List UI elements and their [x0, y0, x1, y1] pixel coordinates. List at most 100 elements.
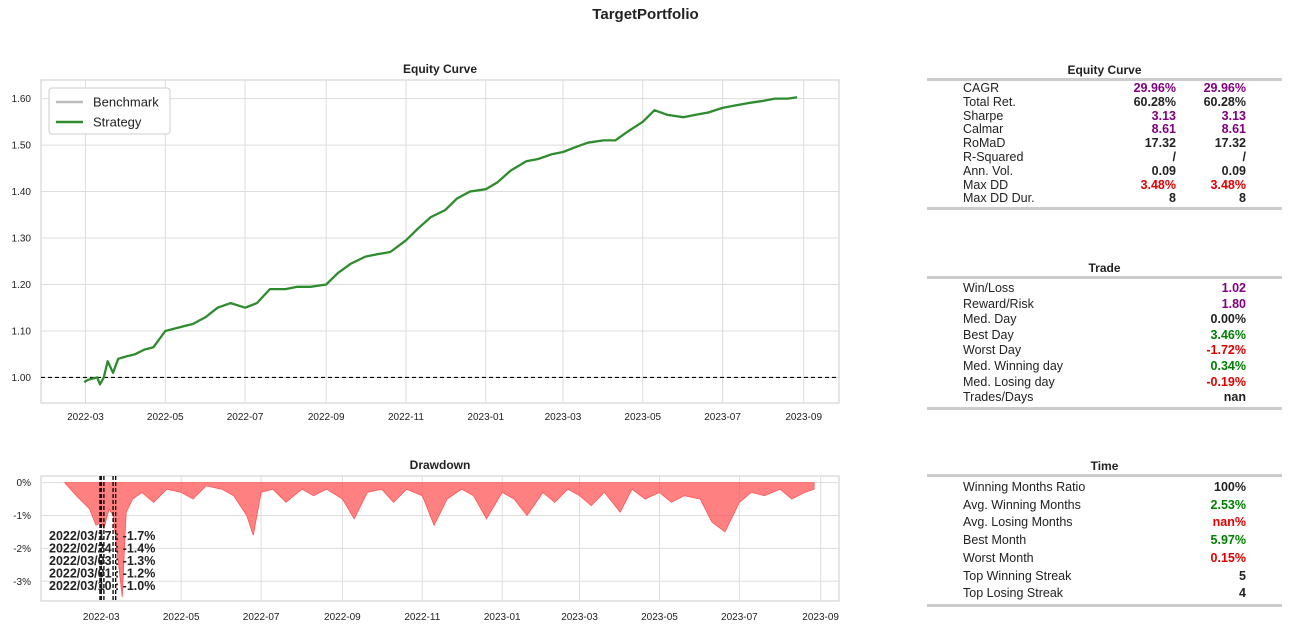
stat-value: 5	[1239, 568, 1246, 583]
time-stats-bottom-rule	[927, 603, 1282, 607]
equity-y-tick-label: 1.60	[12, 94, 32, 105]
drawdown-x-tick-label: 2023-01	[484, 612, 521, 623]
drawdown-annotation: 2022/03/01 : -1.2%	[49, 567, 155, 581]
drawdown-x-tick-label: 2022-11	[404, 612, 440, 623]
equity-y-tick-label: 1.10	[12, 326, 32, 337]
equity-y-tick-label: 1.00	[12, 373, 32, 384]
stat-label: Ann. Vol.	[963, 163, 1014, 178]
trade-stat-row: Win/Loss 1.02	[963, 281, 1246, 297]
stat-value-primary: 8.61	[1151, 122, 1176, 137]
drawdown-x-tick-label: 2022-03	[83, 612, 120, 623]
stat-label: Sharpe	[963, 108, 1004, 123]
stat-value: 5.97%	[1210, 533, 1246, 548]
stat-value: 100%	[1214, 480, 1246, 494]
equity-x-tick-label: 2022-05	[147, 412, 184, 423]
time-stat-row: Worst Month 0.15%	[963, 550, 1246, 568]
time-stats-top-rule	[927, 474, 1282, 477]
stat-label: Med. Losing day	[963, 374, 1055, 389]
equity-stat-row: CAGR 29.96% 29.96%	[963, 81, 1246, 96]
equity-x-tick-label: 2023-09	[785, 412, 822, 423]
time-stat-row: Best Month 5.97%	[963, 532, 1246, 550]
drawdown-chart-title: Drawdown	[409, 458, 471, 472]
equity-stat-row: Ann. Vol. 0.09 0.09	[963, 163, 1246, 179]
equity-stats-panel: Equity Curve CAGR 29.96% 29.96% Total Ret. 6…	[927, 62, 1282, 211]
stat-value-secondary: 60.28%	[1203, 94, 1246, 109]
equity-chart-title: Equity Curve	[402, 62, 477, 76]
equity-x-tick-label: 2023-05	[624, 412, 661, 423]
stat-value-secondary: 8	[1239, 191, 1246, 206]
equity-stats-title: Equity Curve	[1067, 63, 1142, 77]
equity-stat-row: RoMaD 17.32 17.32	[963, 136, 1246, 151]
stat-label: Worst Day	[963, 343, 1022, 358]
drawdown-y-tick-label: -3%	[13, 577, 31, 588]
stat-label: Win/Loss	[963, 281, 1015, 295]
stat-label: CAGR	[963, 81, 1000, 95]
stat-label: Total Ret.	[963, 94, 1016, 109]
stat-value: 1.02	[1221, 281, 1246, 295]
figure-title: TargetPortfolio	[592, 6, 699, 23]
equity-x-tick-label: 2022-11	[388, 412, 424, 423]
equity-x-tick-label: 2023-07	[704, 412, 741, 423]
stat-value: -0.19%	[1206, 374, 1246, 389]
stat-label: Max DD	[963, 177, 1009, 192]
drawdown-annotation: 2022/02/24 : -1.4%	[49, 542, 155, 556]
drawdown-annotation: 2022/03/10 : -1.0%	[49, 579, 155, 593]
stat-label: Calmar	[963, 122, 1004, 137]
trade-stat-row: Worst Day -1.72%	[963, 343, 1246, 359]
stat-value-secondary: 0.09	[1221, 163, 1246, 178]
stat-label: Avg. Losing Months	[963, 515, 1073, 530]
equity-stat-row: R-Squared / /	[963, 149, 1246, 165]
stat-value-secondary: 29.96%	[1203, 81, 1246, 95]
equity-y-tick-label: 1.20	[12, 280, 32, 291]
equity-x-tick-label: 2022-03	[67, 412, 104, 423]
stat-value-primary: 3.48%	[1140, 177, 1176, 192]
stat-label: Med. Day	[963, 312, 1017, 327]
stat-label: Winning Months Ratio	[963, 480, 1086, 494]
stat-value-primary: 29.96%	[1133, 81, 1176, 95]
equity-x-tick-label: 2023-03	[545, 412, 582, 423]
drawdown-annotation: 2022/03/17 : -1.7%	[49, 529, 155, 543]
time-stats-table: Winning Months Ratio 100% Avg. Winning Mon…	[963, 479, 1246, 603]
equity-y-tick-label: 1.30	[12, 234, 32, 245]
time-stat-row: Top Losing Streak 4	[963, 585, 1246, 603]
trade-stats-bottom-rule	[927, 406, 1282, 410]
stat-value-primary: /	[1172, 149, 1176, 164]
drawdown-x-tick-label: 2023-05	[641, 612, 678, 623]
stat-value-primary: 17.32	[1144, 136, 1176, 151]
stat-label: Best Day	[963, 327, 1014, 342]
stat-label: Trades/Days	[963, 390, 1034, 405]
time-stats-title: Time	[1090, 459, 1119, 473]
stat-label: Top Winning Streak	[963, 568, 1072, 583]
stat-label: Avg. Winning Months	[963, 497, 1081, 512]
time-stat-row: Avg. Losing Months nan%	[963, 514, 1246, 532]
trade-stat-row: Med. Day 0.00%	[963, 312, 1246, 328]
equity-x-tick-label: 2023-01	[467, 412, 504, 423]
stat-label: Reward/Risk	[963, 296, 1034, 311]
trade-stat-row: Med. Winning day 0.34%	[963, 359, 1246, 375]
stat-value-secondary: 8.61	[1221, 122, 1246, 137]
time-stat-row: Winning Months Ratio 100%	[963, 479, 1246, 497]
stat-value: 0.00%	[1210, 312, 1246, 327]
equity-stat-row: Max DD 3.48% 3.48%	[963, 177, 1246, 193]
stat-label: Med. Winning day	[963, 358, 1064, 373]
trade-stat-row: Trades/Days nan	[963, 390, 1246, 406]
drawdown-x-tick-label: 2022-05	[163, 612, 200, 623]
equity-stat-row: Sharpe 3.13 3.13	[963, 108, 1246, 124]
stat-label: Worst Month	[963, 550, 1034, 565]
time-stat-row: Top Winning Streak 5	[963, 568, 1246, 586]
legend-label-benchmark: Benchmark	[93, 95, 159, 110]
equity-y-tick-label: 1.40	[12, 187, 32, 198]
trade-stat-row: Med. Losing day -0.19%	[963, 375, 1246, 391]
drawdown-x-tick-label: 2023-09	[802, 612, 839, 623]
stat-value: nan	[1223, 390, 1246, 405]
equity-stats-bottom-rule	[927, 207, 1282, 211]
drawdown-annotation: 2022/03/03 : -1.3%	[49, 554, 155, 568]
stat-value: 3.46%	[1210, 327, 1246, 342]
drawdown-y-tick-label: -2%	[13, 544, 31, 555]
stat-value: 4	[1239, 586, 1246, 601]
drawdown-x-tick-label: 2023-03	[561, 612, 598, 623]
stat-value: 2.53%	[1210, 497, 1246, 512]
time-stat-row: Avg. Winning Months 2.53%	[963, 497, 1246, 515]
trade-stats-table: Win/Loss 1.02 Reward/Risk 1.80 Med. Day 0.00%…	[963, 281, 1246, 406]
